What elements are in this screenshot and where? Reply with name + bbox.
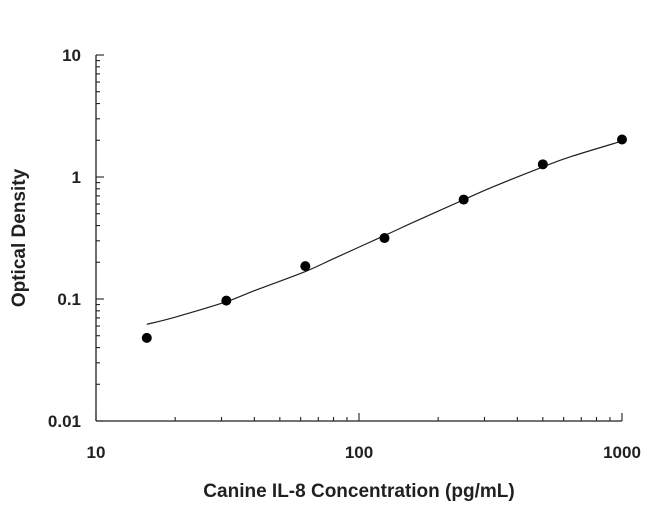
y-tick-label: 0.1 bbox=[57, 290, 81, 309]
x-tick-label: 10 bbox=[87, 443, 106, 462]
axis-ticks bbox=[95, 54, 623, 422]
fit-curve-line bbox=[146, 140, 623, 325]
data-point bbox=[300, 261, 311, 272]
y-tick-label: 0.01 bbox=[48, 412, 81, 431]
data-points bbox=[141, 134, 627, 343]
data-point bbox=[221, 295, 232, 306]
y-tick-label: 1 bbox=[72, 168, 81, 187]
x-tick-label: 1000 bbox=[603, 443, 641, 462]
data-point bbox=[458, 194, 469, 205]
x-tick-label: 100 bbox=[345, 443, 373, 462]
y-tick-label: 10 bbox=[62, 46, 81, 65]
tick-labels: 0.01 0.1 1 10 10 100 1000 bbox=[48, 46, 641, 462]
x-axis-title: Canine IL-8 Concentration (pg/mL) bbox=[203, 481, 514, 502]
data-point bbox=[141, 332, 152, 343]
data-point bbox=[537, 159, 548, 170]
data-point bbox=[617, 134, 627, 145]
data-point bbox=[379, 233, 390, 244]
y-axis-title: Optical Density bbox=[9, 168, 30, 307]
